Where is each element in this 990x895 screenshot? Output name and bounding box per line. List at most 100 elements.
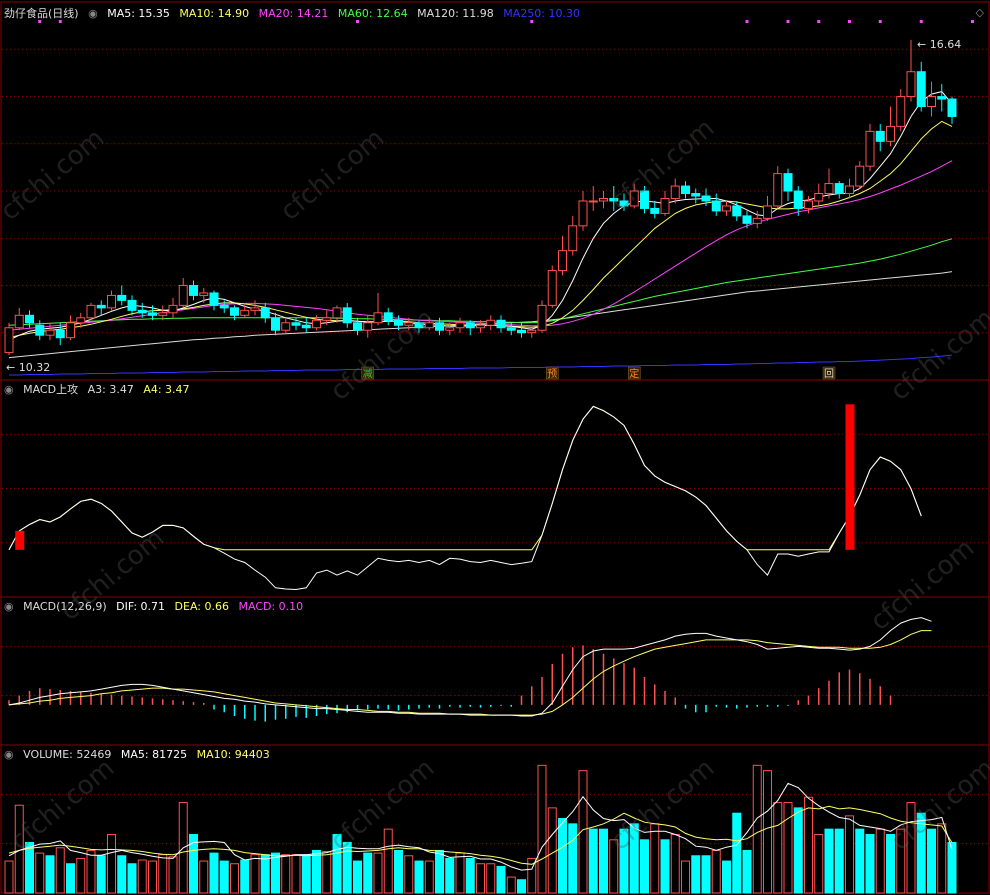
candle [486,319,496,326]
event-mark: 回 [824,368,834,380]
candle [66,322,75,339]
volume-bar [701,855,711,894]
signal-dot [530,20,534,23]
volume-bar [291,854,301,894]
candle [476,324,485,329]
candle [107,294,116,309]
candle [906,71,916,98]
signal-dot [971,20,974,23]
panel-icon[interactable]: ◉ [4,748,14,761]
attack-signal-bar [15,530,25,550]
volume-bar [517,879,526,894]
volume-bar [117,855,127,894]
volume-bar [927,828,936,894]
event-mark: 减 [363,368,373,380]
volume-bar [722,860,731,894]
candle [537,304,547,331]
volume-bar [189,833,198,894]
signal-dot [745,20,749,23]
candle [506,327,516,331]
volume-bar [845,815,854,894]
candle [260,307,270,319]
candle [209,292,219,306]
settings-icon[interactable]: ◉ [88,7,98,20]
volume-bar [834,828,844,894]
candle [845,185,854,195]
candle [732,205,742,217]
candle [711,200,721,212]
macd-attack-title: MACD上攻 [23,383,79,396]
volume-bar [558,818,567,894]
candle [855,165,865,187]
candle [496,319,506,329]
attack-line [8,405,922,591]
macd-attack-header: ◉ MACD上攻 A3: 3.47 A4: 3.47 [4,383,196,397]
vol-ma5-label: MA5: 81725 [120,748,188,761]
candle [189,284,198,296]
candle [886,125,895,142]
ma60-line [8,238,953,326]
volume-ma10-line [8,805,953,865]
candle [168,304,178,314]
candle [824,183,834,195]
candle [640,190,649,209]
candle [137,309,147,314]
volume-bar [763,770,772,894]
candle [281,322,291,331]
candle [76,317,86,324]
macd-title: MACD(12,26,9) [23,600,107,613]
volume-bar [363,852,373,894]
volume-bar [107,833,116,894]
volume-bar [670,833,680,894]
signal-dot [58,20,62,23]
ma5-line [8,91,953,341]
candle [455,322,465,329]
candle [773,173,783,207]
candle [650,207,660,214]
panel-icon[interactable]: ◉ [4,600,14,613]
signal-dot [817,20,821,23]
volume-bar [322,851,332,894]
volume-bar [527,857,537,894]
ma10-label: MA10: 14.90 [179,7,250,20]
volume-bar [476,863,485,894]
candle [240,309,250,316]
attack-threshold-line [8,405,922,551]
candle [875,130,885,142]
macd-header: ◉ MACD(12,26,9) DIF: 0.71 DEA: 0.66 MACD… [4,600,309,614]
volume-bar [537,764,547,894]
candle [435,322,444,331]
volume-bar [886,833,895,894]
ma120-label: MA120: 11.98 [417,7,494,20]
dea-line [8,630,932,716]
candle [424,322,434,329]
event-mark: 定 [629,367,639,380]
stock-name: 劲仔食品(日线) [4,7,79,20]
ma20-label: MA20: 14.21 [258,7,329,20]
volume-bar [896,828,906,894]
volume-bar [66,863,75,894]
volume-bar [45,855,55,894]
event-mark-box [546,366,559,380]
volume-bar [240,859,250,894]
candle [383,312,393,321]
volume-bar [424,860,434,894]
candle [414,322,424,329]
ma60-label: MA60: 12.64 [337,7,408,20]
panel-icon[interactable]: ◉ [4,383,14,396]
volume-bar [25,841,34,894]
expand-icon[interactable]: ◇ [975,6,984,19]
signal-dot [848,20,851,23]
ma20-line [8,160,953,331]
event-mark-box [628,366,641,380]
volume-bar [76,857,86,894]
candle [834,183,844,195]
volume-bar [742,849,752,894]
volume-bar [599,828,608,894]
candle [804,200,813,209]
volume-bar [568,823,578,894]
candle [230,307,239,316]
ma250-label: MA250: 10.30 [503,7,581,20]
candle [599,197,608,202]
